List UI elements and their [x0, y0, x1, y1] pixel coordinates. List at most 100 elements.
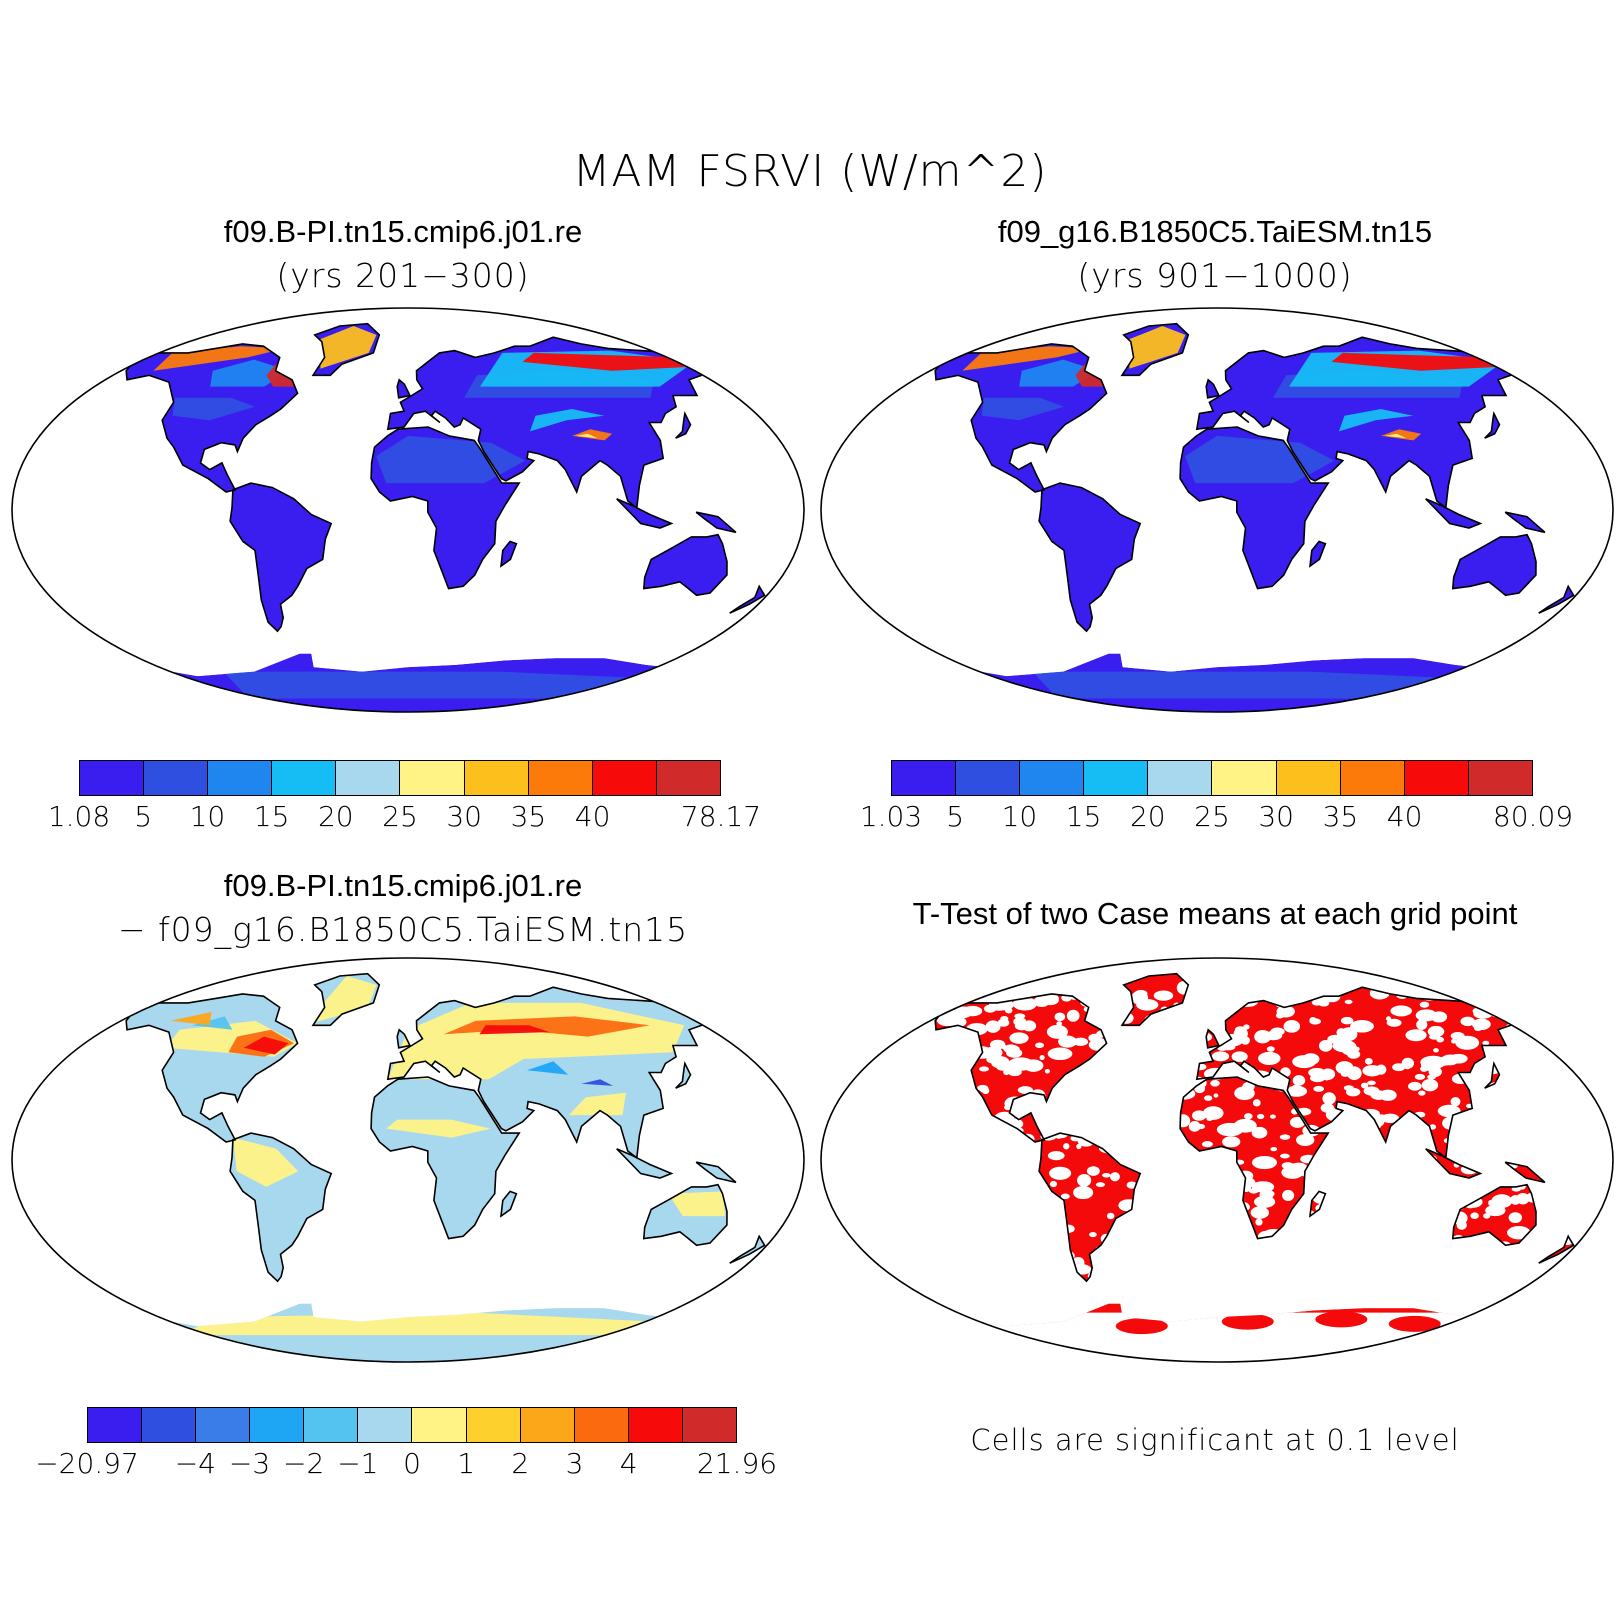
nonsignificant-cell — [964, 1009, 972, 1016]
nonsignificant-cell — [1502, 1101, 1512, 1107]
nonsignificant-cell — [1076, 1143, 1082, 1150]
nonsignificant-cell — [996, 1065, 1009, 1071]
nonsignificant-cell — [1009, 1159, 1021, 1170]
nonsignificant-cell — [1243, 1024, 1250, 1030]
nonsignificant-cell — [1214, 1258, 1222, 1264]
nonsignificant-cell — [1153, 990, 1174, 1001]
nonsignificant-cell — [1110, 1095, 1132, 1107]
nonsignificant-cell — [1018, 1143, 1026, 1149]
nonsignificant-cell — [1001, 1245, 1013, 1256]
nonsignificant-cell — [1450, 1096, 1461, 1107]
nonsignificant-cell — [867, 1103, 881, 1116]
nonsignificant-cell — [1360, 1082, 1369, 1089]
nonsignificant-cell — [993, 1284, 1014, 1298]
nonsignificant-cell — [1584, 1174, 1605, 1185]
nonsignificant-cell — [1556, 1106, 1565, 1114]
nonsignificant-cell — [1264, 1030, 1283, 1041]
nonsignificant-cell — [933, 1291, 940, 1297]
nonsignificant-cell — [1544, 1161, 1562, 1174]
nonsignificant-cell — [1286, 1085, 1308, 1097]
nonsignificant-cell — [1364, 1057, 1373, 1065]
colorbar-strip — [79, 760, 721, 796]
nonsignificant-cell — [1462, 1281, 1473, 1289]
nonsignificant-cell — [1125, 1212, 1139, 1220]
nonsignificant-cell — [1077, 1174, 1092, 1187]
nonsignificant-cell — [934, 1194, 956, 1207]
nonsignificant-cell — [1128, 1107, 1136, 1114]
nonsignificant-cell — [1429, 1034, 1440, 1040]
nonsignificant-cell — [1549, 1240, 1561, 1251]
nonsignificant-cell — [1207, 1148, 1230, 1162]
nonsignificant-cell — [1561, 1206, 1574, 1220]
nonsignificant-cell — [1089, 988, 1100, 998]
nonsignificant-cell — [1346, 1176, 1365, 1187]
nonsignificant-cell — [1175, 1114, 1191, 1128]
nonsignificant-cell — [865, 1241, 884, 1252]
land-madagascar — [1310, 541, 1326, 567]
nonsignificant-cell — [1092, 1281, 1099, 1288]
panel3-subtitle: − f09_g16.B1850C5.TaiESM.tn15 — [117, 910, 689, 949]
nonsignificant-cell — [930, 1176, 940, 1186]
nonsignificant-cell — [1198, 1257, 1214, 1267]
nonsignificant-cell — [1163, 1109, 1172, 1115]
nonsignificant-cell — [1175, 1058, 1191, 1067]
nonsignificant-cell — [1011, 1134, 1023, 1147]
nonsignificant-cell — [1516, 1192, 1530, 1205]
nonsignificant-cell — [1268, 1249, 1279, 1258]
coastline — [1309, 1190, 1327, 1218]
nonsignificant-cell — [829, 1193, 839, 1199]
nonsignificant-cell — [1420, 1059, 1440, 1071]
nonsignificant-cell — [1213, 1093, 1219, 1098]
coastline — [396, 378, 412, 399]
nonsignificant-cell — [1429, 1124, 1437, 1130]
nonsignificant-cell — [830, 1176, 855, 1190]
nonsignificant-cell — [1206, 1012, 1218, 1022]
nonsignificant-cell — [1010, 1213, 1021, 1222]
nonsignificant-cell — [856, 1231, 867, 1240]
nonsignificant-cell — [1397, 1282, 1410, 1292]
nonsignificant-cell — [1176, 981, 1192, 995]
nonsignificant-cell — [1234, 1026, 1246, 1033]
colorbar-swatch — [141, 1408, 196, 1442]
colorbar-label: −20.97 — [35, 1447, 139, 1480]
coastline — [729, 1234, 766, 1264]
colorbar-swatch — [627, 1408, 682, 1442]
significant-cell — [1388, 1315, 1441, 1332]
nonsignificant-cell — [1343, 1195, 1360, 1208]
nonsignificant-cell — [1393, 1262, 1402, 1268]
nonsignificant-cell — [1503, 1068, 1518, 1081]
main-title: MAM FSRVI (W/m^2) — [572, 146, 1048, 197]
nonsignificant-cell — [1274, 1291, 1285, 1298]
nonsignificant-cell — [1209, 1246, 1226, 1260]
nonsignificant-cell — [906, 1152, 919, 1161]
coastline — [396, 1028, 412, 1049]
nonsignificant-cell — [1325, 1240, 1338, 1252]
nonsignificant-cell — [1214, 1271, 1222, 1278]
nonsignificant-cell — [1047, 1047, 1073, 1061]
nonsignificant-cell — [1386, 1018, 1402, 1027]
coastline — [311, 972, 381, 1027]
nonsignificant-cell — [1131, 991, 1149, 1005]
nonsignificant-cell — [979, 1066, 989, 1072]
nonsignificant-cell — [881, 1168, 891, 1176]
significant-cell — [1221, 1313, 1274, 1330]
nonsignificant-cell — [1258, 1051, 1281, 1065]
nonsignificant-cell — [1380, 1178, 1402, 1191]
nonsignificant-cell — [1147, 1128, 1158, 1137]
nonsignificant-cell — [1233, 1118, 1257, 1133]
nonsignificant-cell — [1046, 1263, 1059, 1272]
nonsignificant-cell — [1164, 1124, 1174, 1131]
nonsignificant-cell — [1165, 1271, 1175, 1277]
nonsignificant-cell — [1021, 1184, 1032, 1192]
colorbar-swatch — [465, 1408, 520, 1442]
nonsignificant-cell — [1355, 1046, 1360, 1052]
nonsignificant-cell — [1044, 1068, 1050, 1074]
nonsignificant-cell — [848, 1121, 859, 1131]
nonsignificant-cell — [1531, 1262, 1545, 1275]
nonsignificant-cell — [977, 1130, 999, 1144]
nonsignificant-cell — [1234, 1159, 1245, 1165]
nonsignificant-cell — [1222, 1136, 1241, 1148]
nonsignificant-cell — [1569, 1084, 1574, 1096]
nonsignificant-cell — [990, 1272, 1018, 1286]
nonsignificant-cell — [1179, 1005, 1196, 1014]
